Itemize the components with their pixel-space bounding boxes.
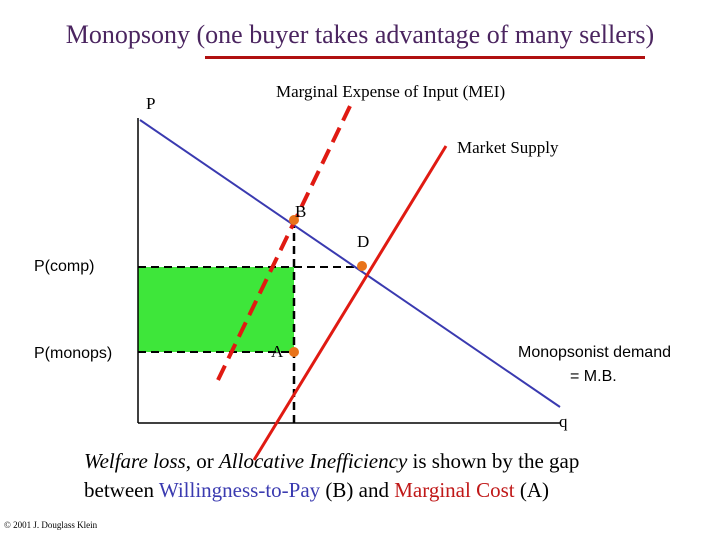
supply-curve (252, 145, 448, 461)
point-a-marker (289, 347, 299, 357)
point-d-label: D (357, 232, 370, 251)
caption-text-4: (B) and (320, 478, 395, 502)
caption-willingness-to-pay: Willingness-to-Pay (158, 478, 321, 502)
point-b-marker (289, 215, 299, 225)
p-monops-label: P(monops) (34, 345, 113, 362)
demand-label-line2: = M.B. (570, 368, 617, 385)
point-b-label: B (295, 202, 307, 221)
mei-curve (216, 101, 354, 381)
q-axis-label: q (559, 412, 568, 431)
p-axis-label: P (146, 94, 156, 113)
point-d-marker (357, 261, 367, 271)
caption-text-2: is shown by the gap (407, 449, 580, 473)
point-a-label: A (271, 342, 284, 361)
caption-text-5: (A) (514, 478, 550, 502)
title-underline (205, 56, 645, 59)
slide-title: Monopsony (one buyer takes advantage of … (65, 20, 655, 49)
caption-marginal-cost: Marginal Cost (394, 478, 515, 502)
caption-text-1: , or (185, 449, 219, 473)
caption-allocative-inefficiency: Allocative Inefficiency (218, 449, 408, 473)
market-supply-label: Market Supply (457, 138, 559, 157)
p-comp-label: P(comp) (34, 258, 95, 275)
mei-label: Marginal Expense of Input (MEI) (276, 82, 506, 101)
caption: Welfare loss, or Allocative Inefficiency… (84, 447, 579, 505)
demand-curve (139, 119, 561, 408)
demand-label-line1: Monopsonist demand (518, 344, 671, 361)
welfare-area (138, 267, 294, 352)
copyright-notice: © 2001 J. Douglass Klein (4, 520, 98, 530)
caption-welfare-loss: Welfare loss (84, 449, 186, 473)
caption-text-3: between (84, 478, 159, 502)
